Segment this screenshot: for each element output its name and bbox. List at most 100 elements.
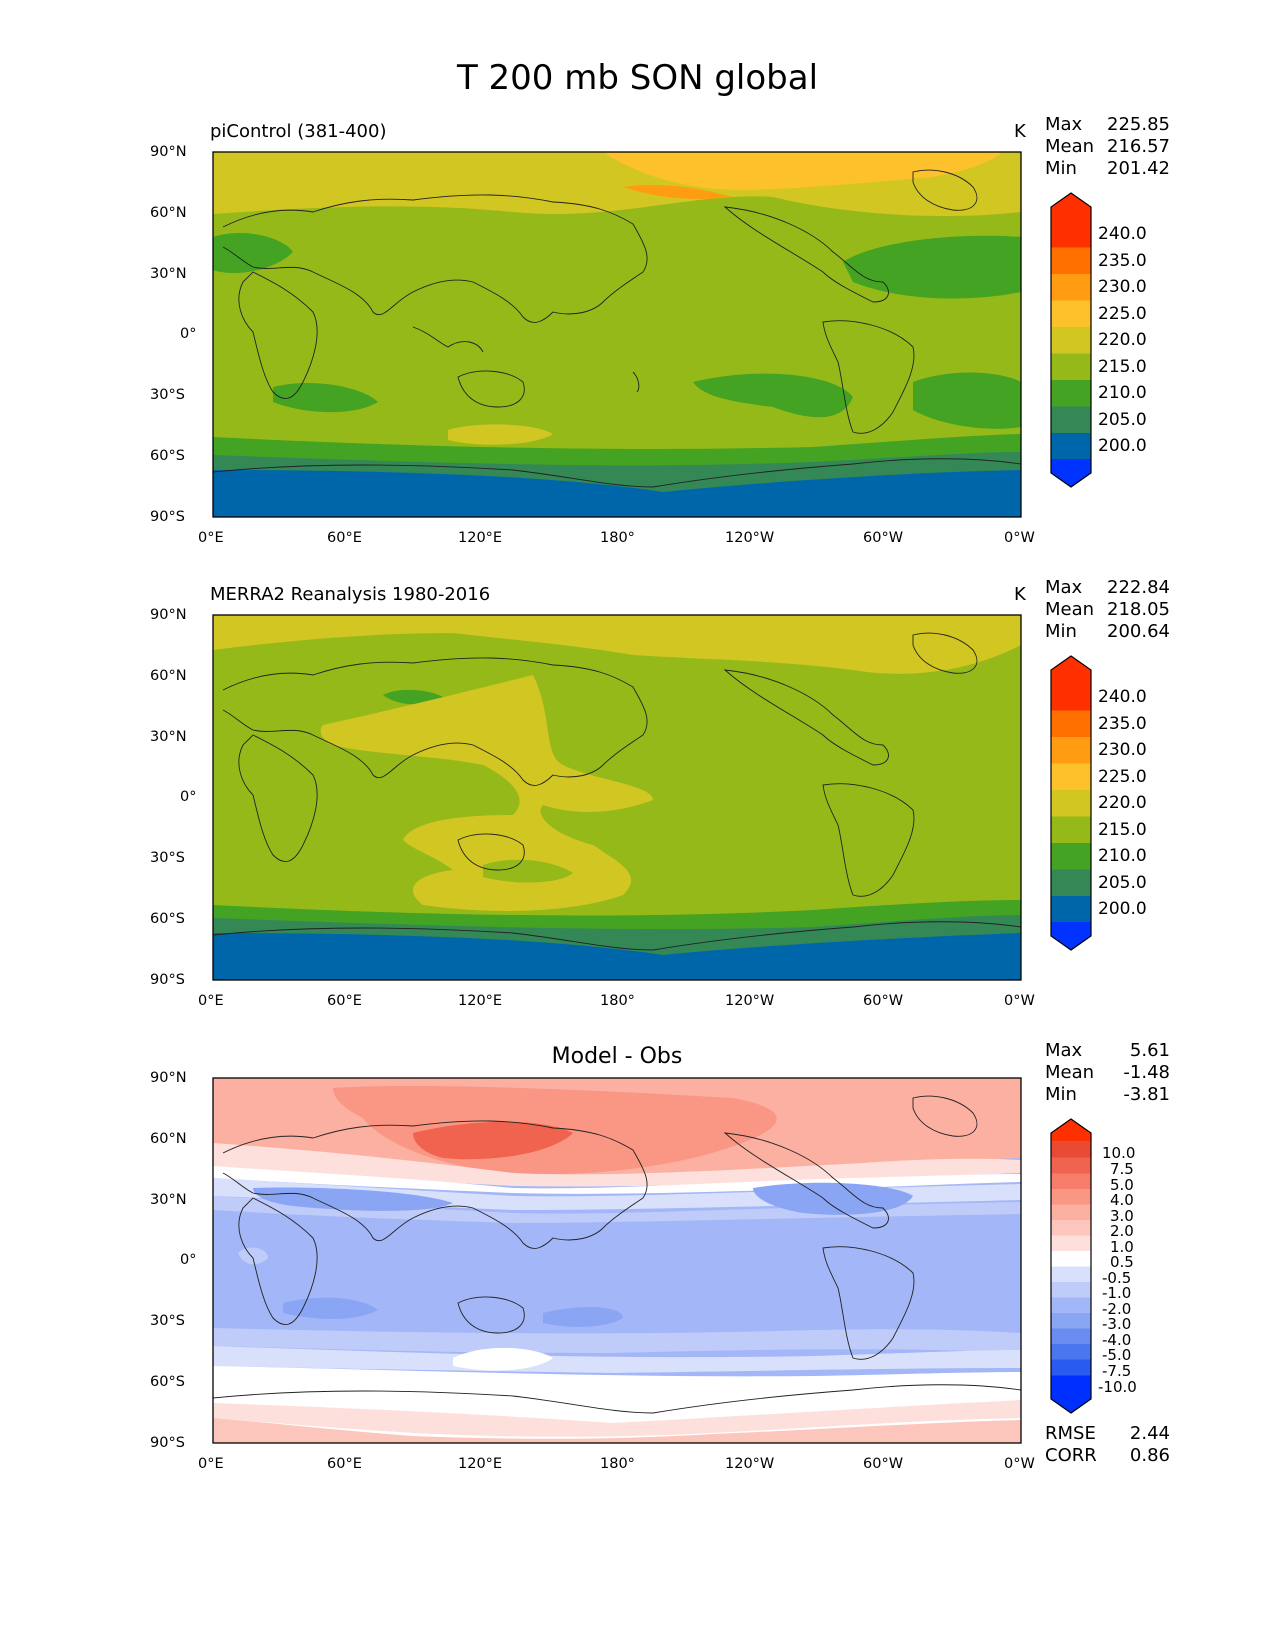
p2-stat-mean-label: Mean — [1045, 599, 1095, 620]
p1-cb-210: 210.0 — [1098, 383, 1147, 403]
p3-cb-neg-10: -10.0 — [1098, 1378, 1137, 1396]
p3-cb-7-5: 7.5 — [1110, 1160, 1134, 1178]
p1-stat-mean-label: Mean — [1045, 136, 1095, 157]
p3-stat-min-label: Min — [1045, 1084, 1077, 1105]
p1-band-green-europe — [213, 232, 293, 273]
p3-lat-tick-90s: 90°S — [150, 1435, 185, 1451]
p3-band-arctic-dark-red — [413, 1121, 573, 1160]
p3-stat-max: 5.61 — [1129, 1040, 1170, 1061]
p3-cb-neg-1: -1.0 — [1102, 1284, 1132, 1302]
p1-cb-205: 205.0 — [1098, 410, 1147, 430]
p2-cb-220: 220.0 — [1098, 793, 1147, 813]
p3-band-light-red-80s — [213, 1418, 1021, 1443]
p1-band-green-atlantic-south — [913, 372, 1021, 429]
p1-band-arctic-red — [623, 185, 733, 199]
p3-band-midlat-light-red — [213, 1143, 1021, 1187]
p2-cb-225: 225.0 — [1098, 767, 1147, 787]
panel-3-title: Model - Obs — [551, 1044, 683, 1069]
p3-cb-10: 10.0 — [1102, 1144, 1136, 1162]
p2-cb-210: 210.0 — [1098, 846, 1147, 866]
figure-title: T 200 mb SON global — [456, 58, 819, 98]
p1-lon-tick-120e: 120°E — [458, 530, 503, 546]
p3-lat-tick-30s: 30°S — [150, 1313, 185, 1329]
panel-1-label: piControl (381-400) — [210, 121, 387, 142]
p3-cb-neg-7-5: -7.5 — [1102, 1362, 1132, 1380]
p1-lat-tick-90n: 90°N — [150, 144, 187, 160]
p2-band-north-yellow — [213, 615, 1021, 674]
p1-lat-tick-30s: 30°S — [150, 387, 185, 403]
p3-lon-tick-120w: 120°W — [725, 1456, 775, 1472]
p3-band-paler-55s — [213, 1346, 1021, 1373]
p3-lon-tick-120e: 120°E — [458, 1456, 503, 1472]
p3-rmse-label: RMSE — [1045, 1423, 1096, 1444]
p2-lon-tick-0w: 0°W — [1004, 993, 1035, 1009]
p2-cb-240: 240.0 — [1098, 687, 1147, 707]
p1-lat-tick-0: 0° — [180, 326, 197, 342]
p2-cb-235: 235.0 — [1098, 714, 1147, 734]
p3-cb-4: 4.0 — [1110, 1191, 1134, 1209]
p2-stat-max-label: Max — [1045, 577, 1083, 598]
p3-cb-5: 5.0 — [1110, 1176, 1134, 1194]
p3-cb-0-5: 0.5 — [1110, 1253, 1134, 1271]
p3-lon-tick-60w: 60°W — [863, 1456, 904, 1472]
p2-lat-tick-90n: 90°N — [150, 607, 187, 623]
panel-2-units: K — [1014, 584, 1026, 605]
p1-cb-200: 200.0 — [1098, 436, 1147, 456]
p1-cb-240: 240.0 — [1098, 224, 1147, 244]
p3-band-pale-45s — [213, 1328, 1021, 1353]
p1-coastlines — [213, 169, 1021, 488]
p3-lon-tick-180: 180° — [600, 1456, 635, 1472]
p1-stat-min: 201.42 — [1107, 158, 1170, 179]
p2-lat-tick-30n: 30°N — [150, 729, 187, 745]
p1-lat-tick-30n: 30°N — [150, 266, 187, 282]
p1-cb-220: 220.0 — [1098, 330, 1147, 350]
p1-cb-230: 230.0 — [1098, 277, 1147, 297]
p3-lat-tick-0: 0° — [180, 1252, 197, 1268]
p2-cb-230: 230.0 — [1098, 740, 1147, 760]
p1-cb-225: 225.0 — [1098, 304, 1147, 324]
p3-cb-2: 2.0 — [1110, 1222, 1134, 1240]
p3-lon-tick-0w: 0°W — [1004, 1456, 1035, 1472]
p3-band-blue-30s-pacific — [543, 1306, 623, 1327]
p1-stat-max-label: Max — [1045, 114, 1083, 135]
panel-2-label: MERRA2 Reanalysis 1980-2016 — [210, 584, 491, 605]
p3-colorbar — [1050, 1118, 1092, 1414]
p2-cb-205: 205.0 — [1098, 873, 1147, 893]
p2-colorbar — [1050, 655, 1092, 951]
p2-stat-min: 200.64 — [1107, 621, 1170, 642]
p1-stat-mean: 216.57 — [1107, 136, 1170, 157]
p2-lat-tick-0: 0° — [180, 789, 197, 805]
p3-band-blue-30s-west — [283, 1297, 378, 1319]
p2-band-green-australia — [483, 859, 573, 883]
p1-band-blue-southern — [213, 470, 1021, 517]
p1-stat-max: 225.85 — [1107, 114, 1170, 135]
p2-lat-tick-60n: 60°N — [150, 668, 187, 684]
p3-rmse-value: 2.44 — [1129, 1423, 1170, 1444]
p3-lon-tick-0e: 0°E — [198, 1456, 224, 1472]
p1-band-arctic-orange — [603, 152, 1003, 191]
p3-band-pale-red-70s — [213, 1400, 1021, 1437]
panel-1-map — [212, 151, 1022, 518]
panel-1-units: K — [1014, 121, 1026, 142]
p1-lon-tick-120w: 120°W — [725, 530, 775, 546]
p1-lon-tick-60w: 60°W — [863, 530, 904, 546]
p2-lon-tick-180: 180° — [600, 993, 635, 1009]
p2-lat-tick-90s: 90°S — [150, 972, 185, 988]
panel-3-map — [212, 1077, 1022, 1444]
p3-corr-value: 0.86 — [1129, 1445, 1170, 1466]
p3-lat-tick-60n: 60°N — [150, 1131, 187, 1147]
p2-lon-tick-60e: 60°E — [327, 993, 362, 1009]
p3-lat-tick-60s: 60°S — [150, 1374, 185, 1390]
p3-cb-1: 1.0 — [1110, 1238, 1134, 1256]
p3-stat-mean-label: Mean — [1045, 1062, 1095, 1083]
p3-coastlines — [213, 1095, 1021, 1414]
p3-corr-label: CORR — [1045, 1445, 1097, 1466]
panel-2-map — [212, 614, 1022, 981]
p3-cb-neg-3: -3.0 — [1102, 1315, 1132, 1333]
p2-band-green-asia — [383, 689, 443, 705]
p2-cb-215: 215.0 — [1098, 820, 1147, 840]
p2-lat-tick-30s: 30°S — [150, 850, 185, 866]
p1-cb-215: 215.0 — [1098, 357, 1147, 377]
p2-lat-tick-60s: 60°S — [150, 911, 185, 927]
p1-band-green-pacific-south — [693, 373, 853, 418]
